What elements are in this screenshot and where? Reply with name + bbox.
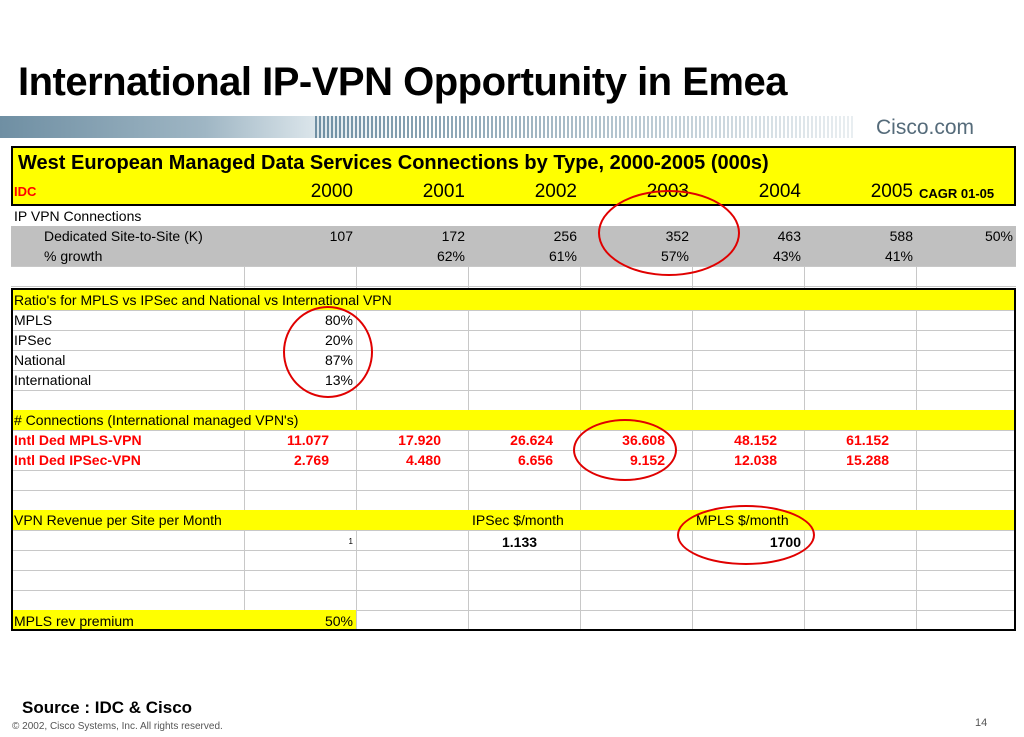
grid-line (11, 450, 1016, 451)
header-border (11, 146, 1016, 206)
growth-2004: 43% (772, 248, 801, 264)
grid-line (11, 390, 1016, 391)
connections-2001: 17.920 (398, 432, 441, 448)
connections-2000: 11.077 (286, 432, 329, 448)
grid-line (244, 146, 245, 631)
dedicated-cagr: 50% (984, 228, 1013, 244)
highlight-circle-connections (573, 419, 677, 481)
connections-2000: 2.769 (293, 452, 329, 468)
dedicated-row: Dedicated Site-to-Site (K) 107 172 256 3… (11, 226, 1016, 246)
grid-line (11, 530, 1016, 531)
growth-2002: 61% (548, 248, 577, 264)
revenue-title: VPN Revenue per Site per Month (14, 512, 222, 528)
ratio-title: Ratio's for MPLS vs IPSec and National v… (14, 292, 392, 308)
connections-label: Intl Ded IPSec-VPN (14, 452, 141, 468)
cagr-header: CAGR 01-05 (919, 185, 995, 201)
grid-line (11, 490, 1016, 491)
table-title: West European Managed Data Services Conn… (18, 152, 769, 174)
ipsec-month-label: IPSec $/month (472, 512, 564, 528)
connections-2002: 26.624 (510, 432, 553, 448)
highlight-circle-2003 (598, 190, 740, 276)
dedicated-2001: 172 (441, 228, 465, 244)
year-2004: 2004 (758, 180, 801, 202)
dedicated-2000: 107 (329, 228, 353, 244)
grid-line (692, 146, 693, 631)
grid-line (804, 146, 805, 631)
ratio-label: MPLS (14, 312, 53, 328)
growth-row: % growth 62% 61% 57% 43% 41% (11, 246, 1016, 266)
growth-2001: 62% (436, 248, 465, 264)
footnote-marker: 1 (348, 537, 353, 546)
lower-border (11, 288, 1016, 631)
grid-line (11, 286, 1016, 287)
connections-label: Intl Ded MPLS-VPN (14, 432, 142, 448)
connections-title: # Connections (International managed VPN… (14, 412, 299, 428)
year-2000: 2000 (310, 180, 353, 202)
connections-2005: 15.288 (846, 452, 889, 468)
source-note: Source : IDC & Cisco (22, 698, 193, 717)
ratio-label: International (14, 372, 92, 388)
slide-title: International IP-VPN Opportunity in Emea (18, 60, 787, 104)
connections-2002: 6.656 (517, 452, 553, 468)
connections-2005: 61.152 (846, 432, 889, 448)
grid-line (916, 146, 917, 631)
dedicated-2005: 588 (889, 228, 913, 244)
dedicated-2004: 463 (777, 228, 801, 244)
ipvpn-row: IP VPN Connections (11, 206, 1016, 226)
connections-title-row: # Connections (International managed VPN… (11, 410, 1016, 430)
year-2001: 2001 (422, 180, 465, 202)
grid-line (11, 330, 1016, 331)
year-2002: 2002 (534, 180, 577, 202)
grid-line (580, 146, 581, 631)
dedicated-2002: 256 (553, 228, 577, 244)
grid-line (11, 266, 1016, 267)
grid-line (11, 310, 1016, 311)
ipsec-month-value: 1.133 (502, 534, 538, 550)
grid-line (11, 470, 1016, 471)
highlight-circle-ratios (283, 306, 373, 398)
grid-line (356, 146, 357, 631)
connections-2004: 48.152 (734, 432, 777, 448)
page-number: 14 (975, 717, 988, 729)
grid-line (11, 590, 1016, 591)
premium-value: 50% (324, 612, 353, 629)
grid-line (11, 570, 1016, 571)
connections-2004: 12.038 (734, 452, 777, 468)
cisco-brand: Cisco.com (876, 116, 975, 139)
dedicated-label: Dedicated Site-to-Site (K) (44, 228, 203, 244)
connections-2001: 4.480 (405, 452, 441, 468)
premium-row: MPLS rev premium 50% (11, 610, 1016, 631)
ratio-label: IPSec (14, 332, 52, 348)
highlight-circle-mpls-month (677, 505, 815, 565)
year-2005: 2005 (870, 180, 913, 202)
grid-line (468, 146, 469, 631)
ipvpn-label: IP VPN Connections (14, 208, 142, 224)
premium-label: MPLS rev premium (11, 610, 356, 631)
header-barcode-graphic (315, 116, 855, 138)
connections-row: Intl Ded MPLS-VPN 11.077 17.920 26.624 3… (11, 430, 1016, 450)
spreadsheet: West European Managed Data Services Conn… (11, 146, 1016, 631)
grid-line (11, 550, 1016, 551)
ratio-label: National (14, 352, 66, 368)
growth-2005: 41% (884, 248, 913, 264)
grid-line (11, 370, 1016, 371)
grid-line (11, 430, 1016, 431)
ratio-title-row: Ratio's for MPLS vs IPSec and National v… (11, 290, 1016, 310)
copyright: © 2002, Cisco Systems, Inc. All rights r… (12, 721, 223, 732)
grid-line (11, 350, 1016, 351)
growth-label: % growth (44, 248, 103, 264)
grid-line (11, 610, 1016, 611)
idc-label: IDC (14, 183, 37, 199)
